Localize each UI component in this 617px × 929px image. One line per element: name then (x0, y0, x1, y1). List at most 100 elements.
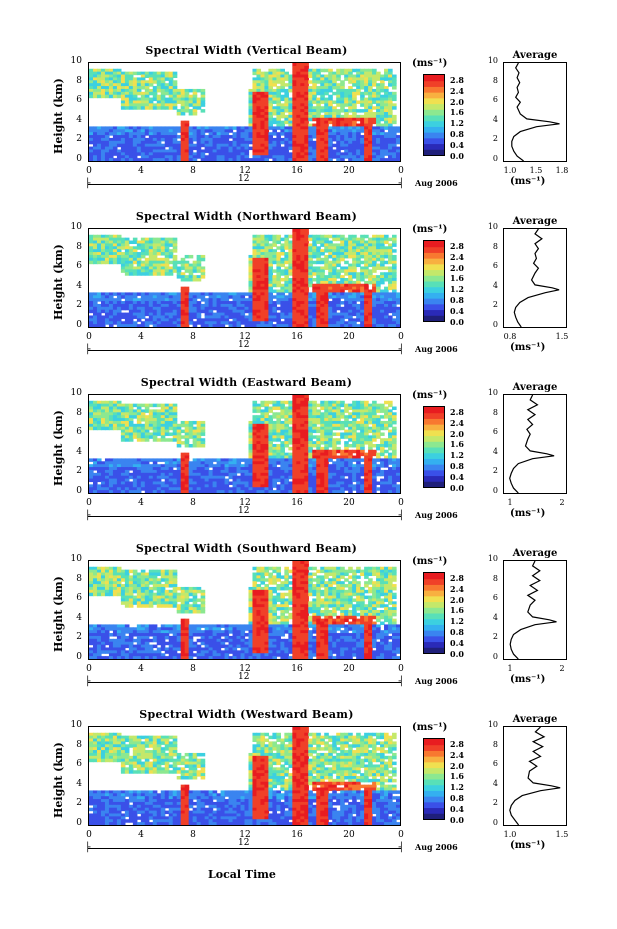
heatmap-cell (368, 103, 373, 107)
heatmap-cell (180, 435, 186, 439)
heatmap-cell (200, 487, 206, 491)
heatmap-cell (128, 475, 134, 480)
heatmap-cell (292, 117, 297, 122)
heatmap-cell (236, 301, 242, 305)
heatmap-cell (264, 467, 270, 471)
heatmap-cell (300, 135, 305, 139)
heatmap-cell (156, 80, 162, 84)
heatmap-cell (152, 269, 158, 273)
heatmap-cell (324, 240, 329, 245)
heatmap-cell (228, 140, 234, 145)
heatmap-cell (320, 234, 325, 239)
heatmap-cell (89, 234, 94, 239)
heatmap-cell (300, 103, 305, 107)
heatmap-cell (272, 132, 277, 136)
heatmap-cell (128, 490, 134, 493)
heatmap-cell (292, 472, 297, 477)
heatmap-cell (368, 158, 373, 161)
heatmap-cell (124, 403, 130, 408)
heatmap-cell (288, 312, 293, 317)
heatmap-cell (164, 158, 170, 161)
heatmap-cell (272, 91, 277, 96)
heatmap-cell (152, 252, 158, 256)
heatmap-cell (128, 426, 134, 431)
heatmap-cell (216, 303, 222, 308)
heatmap-cell (336, 254, 341, 259)
heatmap-cell (252, 406, 258, 411)
heatmap-cell (380, 289, 385, 294)
heatmap-cell (116, 312, 122, 317)
heatmap-cell (280, 286, 285, 291)
heatmap-cell (128, 324, 134, 327)
heatmap-cell (168, 478, 174, 483)
heatmap-cell (184, 123, 190, 128)
heatmap-cell (176, 481, 182, 485)
heatmap-cell (336, 158, 341, 161)
heatmap-cell (256, 472, 262, 477)
heatmap-cell (352, 266, 357, 270)
heatmap-cell (292, 63, 297, 67)
heatmap-cell (272, 289, 277, 294)
heatmap-cell (252, 249, 258, 253)
heatmap-cell (168, 243, 174, 247)
heatmap-cell (288, 441, 293, 445)
heatmap-cell (268, 481, 274, 485)
heatmap-cell (280, 429, 285, 434)
heatmap-cell (348, 243, 353, 247)
heatmap-cell (268, 263, 274, 268)
heatmap-cell (288, 298, 293, 302)
heatmap-cell (268, 324, 274, 327)
heatmap-cell (368, 237, 373, 242)
heatmap-cell (252, 143, 258, 148)
heatmap-cell (284, 129, 289, 133)
heatmap-cell (116, 152, 122, 156)
heatmap-cell (368, 312, 373, 317)
heatmap-cell (140, 429, 146, 434)
heatmap-cell (128, 100, 134, 104)
heatmap-cell (276, 143, 281, 148)
heatmap-cell (260, 257, 266, 262)
heatmap-cell (364, 106, 369, 110)
heatmap-cell (152, 149, 158, 153)
heatmap-cell (280, 109, 285, 113)
colorbar-unit: (ms⁻¹) (412, 224, 448, 235)
heatmap-cell (380, 143, 385, 148)
heatmap-cell (124, 458, 130, 462)
heatmap-cell (312, 77, 317, 81)
heatmap-cell (92, 298, 98, 302)
heatmap-cell (268, 260, 274, 265)
heatmap-cell (356, 155, 361, 159)
heatmap-cell (308, 106, 313, 110)
heatmap-cell (296, 426, 301, 431)
heatmap-cell (320, 146, 325, 151)
heatmap-cell (172, 478, 178, 483)
heatmap-cell (368, 321, 373, 325)
heatmap-cell (200, 306, 206, 311)
heatmap-cell (276, 490, 281, 493)
heatmap-cell (116, 243, 122, 247)
heatmap-cell (316, 71, 321, 76)
heatmap-cell (324, 275, 329, 279)
heatmap-cell (112, 400, 118, 405)
heatmap-cell (96, 83, 102, 87)
heatmap-cell (216, 155, 222, 159)
heatmap-cell (272, 429, 277, 434)
heatmap-cell (268, 426, 274, 431)
heatmap-cell (204, 464, 210, 468)
heatmap-cell (188, 109, 194, 113)
heatmap-cell (268, 114, 274, 119)
heatmap-cell (376, 86, 381, 90)
heatmap-cell (292, 315, 297, 319)
heatmap-cell (332, 289, 337, 294)
heatmap-cell (96, 237, 102, 242)
heatmap-cell (188, 432, 194, 436)
heatmap-cell (144, 312, 150, 317)
heatmap-cell (252, 312, 258, 317)
heatmap-cell (92, 324, 98, 327)
heatmap-cell (348, 86, 353, 90)
x-tick-label: 20 (343, 332, 355, 342)
heatmap-cell (316, 103, 321, 107)
heatmap-cell (268, 289, 274, 294)
heatmap-cell (320, 324, 325, 327)
heatmap-cell (224, 149, 230, 153)
